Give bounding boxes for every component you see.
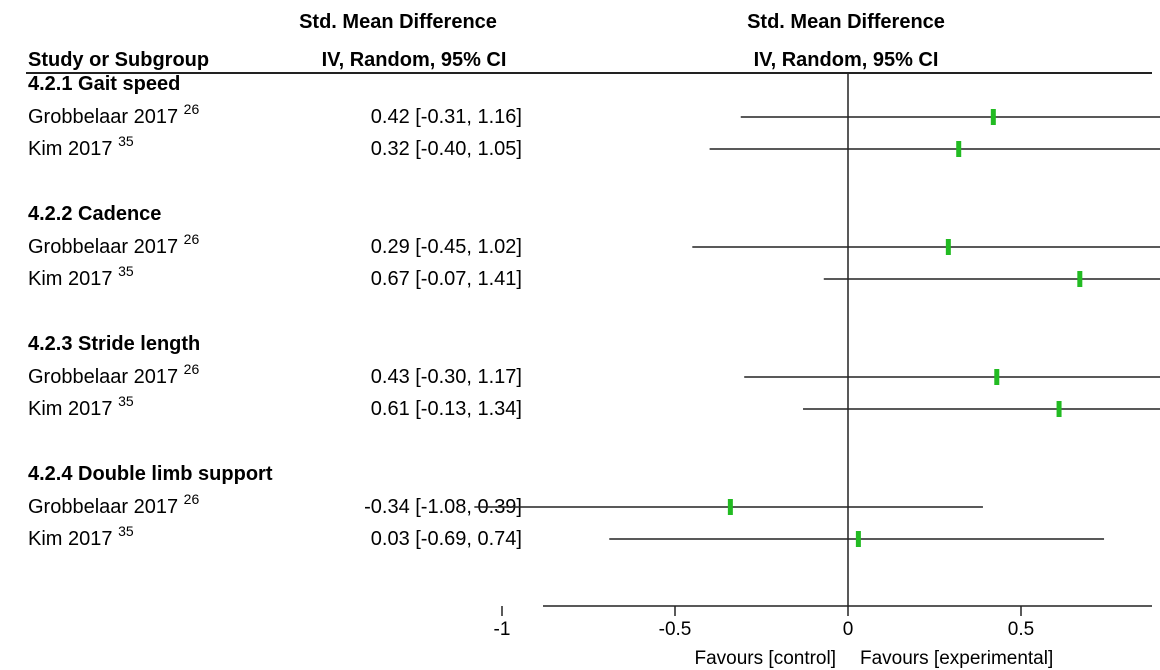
effect-column-header-line1: Std. Mean Difference (299, 11, 497, 33)
study-name: Kim 2017 (28, 528, 118, 550)
x-axis: -1-0.500.51Favours [control]Favours [exp… (494, 73, 1152, 669)
plot-header-line1: Std. Mean Difference (747, 11, 945, 33)
point-estimate (956, 141, 962, 157)
study-name: Grobbelaar 2017 (28, 496, 184, 518)
study-reference: 35 (118, 133, 134, 149)
x-tick-label: 0.5 (1008, 619, 1034, 640)
study-label: Grobbelaar 2017 26 (28, 231, 199, 258)
effect-value: 0.32 [-0.40, 1.05] (371, 138, 522, 160)
forest-rows: 4.2.1 Gait speed Grobbelaar 2017 26 0.42 [… (28, 73, 1160, 550)
point-estimate (945, 239, 951, 255)
plot-header-line2: IV, Random, 95% CI (754, 49, 939, 71)
study-label: Kim 2017 35 (28, 263, 134, 290)
study-reference: 35 (118, 263, 134, 279)
point-estimate (855, 531, 861, 547)
effect-value: 0.29 [-0.45, 1.02] (371, 236, 522, 258)
effect-value: 0.43 [-0.30, 1.17] (371, 366, 522, 388)
x-tick-label: 0 (843, 619, 854, 640)
point-estimate (1056, 401, 1062, 417)
study-column-header: Study or Subgroup (28, 49, 209, 71)
study-name: Kim 2017 (28, 268, 118, 290)
favours-experimental-label: Favours [experimental] (860, 648, 1053, 669)
subgroup-title: 4.2.3 Stride length (28, 333, 200, 355)
study-name: Grobbelaar 2017 (28, 366, 184, 388)
effect-value: 0.03 [-0.69, 0.74] (371, 528, 522, 550)
study-label: Grobbelaar 2017 26 (28, 491, 199, 518)
study-name: Grobbelaar 2017 (28, 106, 184, 128)
effect-value: 0.61 [-0.13, 1.34] (371, 398, 522, 420)
study-name: Kim 2017 (28, 398, 118, 420)
study-label: Kim 2017 35 (28, 133, 134, 160)
study-label: Grobbelaar 2017 26 (28, 361, 199, 388)
effect-value: 0.42 [-0.31, 1.16] (371, 106, 522, 128)
study-reference: 26 (184, 491, 200, 507)
study-reference: 26 (184, 231, 200, 247)
x-tick-label: -1 (494, 619, 511, 640)
study-name: Grobbelaar 2017 (28, 236, 184, 258)
subgroup-title: 4.2.4 Double limb support (28, 463, 273, 485)
favours-control-label: Favours [control] (695, 648, 837, 669)
x-tick-label: -0.5 (659, 619, 692, 640)
subgroup-title: 4.2.1 Gait speed (28, 73, 180, 95)
study-reference: 26 (184, 101, 200, 117)
study-label: Grobbelaar 2017 26 (28, 101, 199, 128)
study-reference: 35 (118, 393, 134, 409)
study-label: Kim 2017 35 (28, 393, 134, 420)
effect-value: -0.34 [-1.08, 0.39] (364, 496, 522, 518)
point-estimate (727, 499, 733, 515)
point-estimate (994, 369, 1000, 385)
point-estimate (990, 109, 996, 125)
study-name: Kim 2017 (28, 138, 118, 160)
effect-value: 0.67 [-0.07, 1.41] (371, 268, 522, 290)
study-reference: 35 (118, 523, 134, 539)
subgroup-title: 4.2.2 Cadence (28, 203, 161, 225)
effect-column-header-line2: IV, Random, 95% CI (322, 49, 507, 71)
point-estimate (1077, 271, 1083, 287)
study-reference: 26 (184, 361, 200, 377)
study-label: Kim 2017 35 (28, 523, 134, 550)
